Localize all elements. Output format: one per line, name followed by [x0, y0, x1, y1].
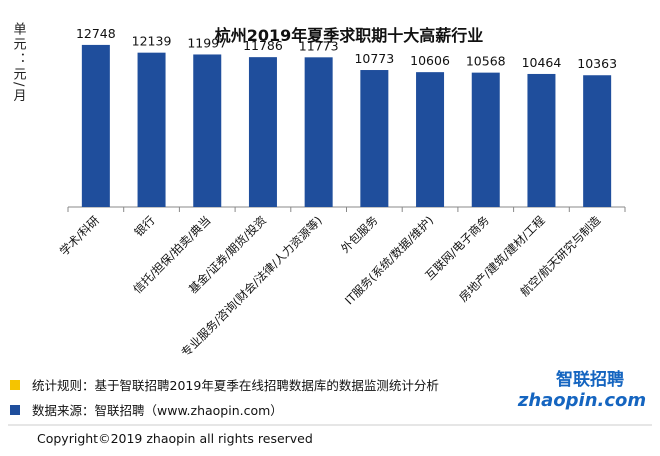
value-label-5: 11773: [299, 38, 339, 53]
value-label-7: 10606: [410, 53, 450, 68]
value-label-2: 12139: [132, 34, 172, 49]
value-label-10: 10363: [577, 56, 617, 71]
bar-8: [471, 72, 500, 207]
category-labels: 学术/科研 银行信托/担保/拍卖/典当基金/证券/期货/投资专业服务/咨询(财会/…: [57, 213, 604, 360]
bar-3: [193, 54, 222, 208]
bar-4: [248, 57, 277, 207]
category-label-2: 银行: [132, 213, 158, 239]
chart-title: 杭州2019年夏季求职期十大高薪行业: [215, 26, 484, 45]
bar-5: [304, 57, 333, 207]
value-label-4: 11786: [243, 38, 283, 53]
logo-cn: 智联招聘: [556, 369, 624, 390]
bar-7: [416, 72, 445, 207]
value-labels: 12748 12139 11997 11786 11773 10773 10606 10568…: [76, 26, 617, 71]
value-label-9: 10464: [522, 55, 562, 70]
zhaopin-logo: 智联招聘 zhaopin.com: [517, 369, 646, 411]
source-label: 数据来源：智联招聘（www.zhaopin.com）: [32, 403, 283, 418]
y-axis-label: 单元：元/月: [11, 22, 27, 103]
value-label-8: 10568: [466, 54, 506, 69]
bar-6: [360, 70, 389, 208]
copyright-text: Copyright©2019 zhaopin all rights reserv…: [37, 431, 313, 446]
value-label-3: 11997: [187, 35, 227, 50]
bar-10: [583, 75, 612, 208]
value-label-1: 12748: [76, 26, 116, 41]
logo-en: zhaopin.com: [517, 390, 646, 411]
category-label-1: 学术/科研: [57, 213, 103, 259]
bars: [81, 44, 612, 208]
x-ticks: [67, 207, 626, 212]
value-label-6: 10773: [354, 51, 394, 66]
bar-1: [81, 44, 110, 207]
rule-label: 统计规则：基于智联招聘2019年夏季在线招聘数据库的数据监测统计分析: [32, 378, 439, 393]
source-marker: [10, 405, 20, 415]
rule-marker: [10, 380, 20, 390]
category-label-6: 外包服务: [338, 213, 381, 256]
bar-9: [527, 73, 556, 207]
bar-2: [137, 52, 166, 207]
